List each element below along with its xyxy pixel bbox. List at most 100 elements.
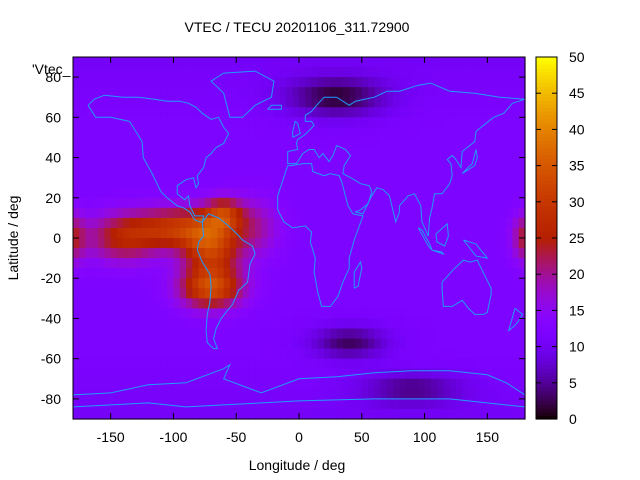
heatmap-cell	[374, 408, 382, 420]
heatmap-cell	[355, 318, 363, 330]
heatmap-cell	[443, 398, 451, 410]
heatmap-cell	[179, 97, 187, 108]
heatmap-cell	[368, 338, 375, 350]
heatmap-cell	[248, 308, 256, 320]
heatmap-cell	[255, 117, 262, 128]
heatmap-cell	[98, 238, 105, 249]
heatmap-cell	[361, 358, 369, 370]
heatmap-cell	[449, 338, 457, 350]
heatmap-cell	[386, 77, 394, 88]
heatmap-cell	[324, 288, 331, 299]
colorbar-step	[536, 314, 557, 319]
heatmap-cell	[393, 308, 401, 320]
heatmap-cell	[299, 238, 306, 249]
heatmap-cell	[393, 57, 401, 68]
heatmap-cell	[123, 167, 131, 179]
heatmap-cell	[123, 147, 131, 159]
heatmap-cell	[91, 147, 99, 159]
heatmap-cell	[512, 338, 520, 350]
heatmap-cell	[455, 298, 463, 309]
heatmap-cell	[267, 97, 275, 108]
heatmap-cell	[455, 67, 463, 78]
colorbar-step	[536, 306, 557, 311]
colorbar-step	[536, 339, 557, 344]
heatmap-cell	[79, 197, 87, 209]
heatmap-cell	[437, 127, 444, 139]
heatmap-cell	[487, 398, 495, 410]
heatmap-cell	[286, 137, 294, 149]
heatmap-cell	[305, 348, 313, 360]
heatmap-cell	[142, 67, 149, 78]
heatmap-cell	[518, 227, 526, 239]
heatmap-cell	[455, 167, 463, 179]
heatmap-cell	[98, 87, 105, 98]
heatmap-cell	[393, 258, 401, 269]
heatmap-cell	[317, 57, 325, 68]
heatmap-cell	[330, 318, 338, 330]
heatmap-cell	[518, 278, 526, 289]
heatmap-cell	[229, 348, 237, 360]
heatmap-cell	[430, 137, 438, 149]
heatmap-cell	[499, 338, 507, 350]
heatmap-cell	[98, 107, 105, 118]
heatmap-cell	[280, 298, 288, 309]
heatmap-cell	[374, 298, 382, 309]
heatmap-cell	[179, 348, 187, 360]
heatmap-cell	[204, 408, 212, 420]
heatmap-cell	[455, 217, 463, 229]
heatmap-cell	[468, 388, 476, 400]
heatmap-cell	[204, 147, 212, 159]
colorbar-tick-label: 15	[569, 302, 585, 318]
heatmap-cell	[85, 278, 93, 289]
heatmap-cell	[204, 167, 212, 179]
heatmap-cell	[361, 338, 369, 350]
heatmap-cell	[342, 217, 350, 229]
heatmap-cell	[104, 258, 112, 269]
heatmap-cell	[481, 57, 488, 68]
heatmap-cell	[506, 358, 514, 370]
heatmap-cell	[474, 388, 482, 400]
heatmap-cell	[186, 358, 193, 370]
heatmap-cell	[518, 408, 526, 420]
heatmap-cell	[104, 147, 112, 159]
heatmap-cell	[487, 137, 495, 149]
heatmap-cell	[179, 227, 187, 239]
heatmap-cell	[361, 187, 369, 199]
heatmap-cell	[292, 238, 300, 249]
heatmap-cell	[110, 207, 118, 219]
heatmap-cell	[217, 87, 225, 98]
heatmap-cell	[186, 177, 193, 189]
heatmap-cell	[248, 368, 256, 380]
heatmap-cell	[336, 77, 344, 88]
heatmap-cell	[499, 258, 507, 269]
heatmap-cell	[292, 368, 300, 380]
heatmap-cell	[261, 278, 269, 289]
heatmap-cell	[280, 197, 288, 209]
heatmap-cell	[198, 77, 206, 88]
heatmap-cell	[79, 137, 87, 149]
heatmap-cell	[493, 157, 501, 169]
heatmap-cell	[261, 388, 269, 400]
heatmap-cell	[135, 217, 143, 229]
heatmap-cell	[273, 227, 281, 239]
heatmap-cell	[261, 298, 269, 309]
heatmap-cell	[317, 398, 325, 410]
heatmap-cell	[104, 157, 112, 169]
heatmap-cell	[91, 67, 99, 78]
heatmap-cell	[167, 87, 175, 98]
heatmap-cell	[324, 107, 331, 118]
heatmap-cell	[179, 328, 187, 340]
heatmap-cell	[493, 408, 501, 420]
heatmap-cell	[412, 87, 419, 98]
heatmap-cell	[506, 207, 514, 219]
heatmap-cell	[286, 157, 294, 169]
heatmap-cell	[355, 127, 363, 139]
heatmap-cell	[299, 348, 306, 360]
heatmap-cell	[192, 358, 200, 370]
heatmap-cell	[393, 167, 401, 179]
heatmap-cell	[506, 348, 514, 360]
heatmap-cell	[374, 67, 382, 78]
heatmap-cell	[167, 147, 175, 159]
heatmap-cell	[116, 227, 124, 239]
colorbar-step	[536, 234, 557, 239]
